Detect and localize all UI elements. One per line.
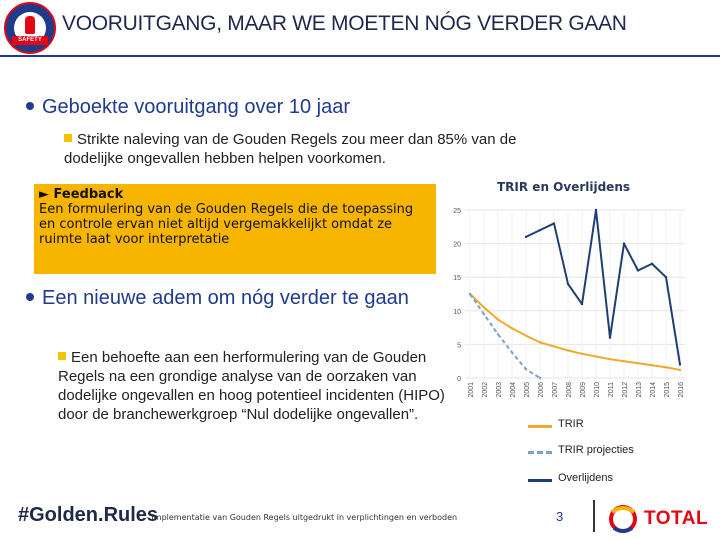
x-tick-label: 2016 [678, 382, 685, 398]
data-point-trir-projecties [510, 351, 514, 354]
data-point-trir-projecties [468, 292, 472, 296]
data-point-overlijdens [552, 222, 556, 225]
square-bullet-icon [64, 134, 72, 143]
x-tick-label: 2011 [608, 382, 615, 397]
data-point-trir [650, 364, 654, 367]
data-point-overlijdens [622, 242, 626, 245]
logo-band: SAFETY [12, 36, 48, 45]
y-tick-label: 15 [453, 275, 461, 282]
square-bullet-icon [58, 352, 66, 361]
x-tick-label: 2003 [496, 382, 503, 398]
data-point-overlijdens [678, 363, 682, 366]
chart-title: TRIR en Overlijdens [497, 180, 631, 194]
y-tick-label: 0 [457, 376, 461, 383]
legend-swatch-overlijdens [528, 479, 552, 482]
data-point-trir [538, 341, 542, 344]
data-point-trir [552, 345, 556, 348]
legend-label-overlijdens: Overlijdens [558, 472, 614, 484]
feedback-body: Een formulering van de Gouden Regels die… [39, 202, 414, 247]
data-point-trir-projecties [496, 333, 500, 336]
slide-header: SAFETY VOORUITGANG, MAAR WE MOETEN NÓG V… [0, 0, 720, 57]
legend-label-trir: TRIR [558, 418, 584, 430]
data-point-trir [608, 357, 612, 361]
series-line-trir [469, 293, 681, 371]
x-tick-label: 2012 [622, 382, 629, 398]
x-tick-label: 2008 [566, 382, 573, 398]
total-logo-icon [609, 505, 637, 533]
data-point-trir-projecties [538, 376, 542, 380]
data-point-trir [524, 334, 528, 337]
feedback-title: ► Feedback [39, 187, 124, 202]
data-point-overlijdens [608, 336, 612, 339]
sub-bullet-golden-rules-text: Strikte naleving van de Gouden Regels zo… [64, 131, 517, 167]
legend-label-trir-projecties: TRIR projecties [558, 444, 634, 456]
data-point-trir [622, 360, 626, 363]
series-line-trir-projecties [469, 293, 541, 379]
data-point-overlijdens [580, 302, 584, 306]
trir-chart: 0 5 10 15 20 25 2001 2002 2003 2004 2005 2006 2007 20… [453, 208, 685, 398]
data-point-overlijdens [594, 208, 598, 212]
bullet-new-breath: Een nieuwe adem om nóg verder te gaan [26, 286, 446, 311]
data-point-trir [510, 327, 514, 330]
data-point-overlijdens [524, 235, 528, 239]
data-point-trir-projecties [482, 312, 486, 316]
data-point-trir [580, 352, 584, 356]
data-point-overlijdens [650, 262, 654, 265]
data-point-overlijdens [538, 228, 542, 232]
data-point-trir [566, 349, 570, 352]
y-tick-label: 10 [453, 309, 461, 316]
x-tick-label: 2005 [524, 382, 531, 398]
y-tick-label: 20 [453, 242, 461, 249]
logo-figure-icon [25, 16, 35, 34]
data-point-trir-projecties [524, 368, 528, 371]
bullet-dot-icon [26, 292, 34, 301]
sub-bullet-reformulation-text: Een behoefte aan een herformulering van … [58, 349, 445, 423]
series-line-overlijdens [525, 209, 681, 365]
data-point-overlijdens [566, 282, 570, 286]
total-brand: TOTAL [644, 508, 709, 529]
data-point-trir [664, 366, 668, 369]
x-tick-label: 2009 [580, 382, 587, 398]
data-point-trir [636, 362, 640, 365]
footer-note: - Implementatie van Gouden Regels uitged… [146, 513, 458, 522]
y-tick-label: 25 [453, 208, 461, 215]
page-number: 3 [556, 509, 564, 524]
bullet-progress: Geboekte vooruitgang over 10 jaar [26, 96, 350, 119]
data-point-trir [678, 368, 682, 372]
data-point-trir [594, 355, 598, 358]
footer-hashtag: #Golden.Rules [18, 504, 159, 526]
feedback-box: ► Feedback Een formulering van de Gouden… [34, 184, 436, 274]
x-tick-label: 2007 [552, 382, 559, 398]
y-tick-label: 5 [457, 342, 461, 349]
x-tick-label: 2010 [594, 382, 601, 398]
bullet-new-breath-text: Een nieuwe adem om nóg verder te gaan [42, 287, 409, 309]
sub-bullet-golden-rules: Strikte naleving van de Gouden Regels zo… [64, 130, 564, 168]
x-tick-label: 2006 [538, 382, 545, 398]
x-tick-label: 2004 [510, 382, 517, 398]
bullet-progress-text: Geboekte vooruitgang over 10 jaar [42, 96, 350, 118]
x-tick-label: 2014 [650, 382, 657, 398]
header-divider [0, 55, 720, 57]
legend-swatch-trir [528, 425, 552, 428]
bullet-dot-icon [26, 101, 34, 110]
footer-divider [593, 500, 595, 532]
x-tick-label: 2013 [636, 382, 643, 398]
data-point-overlijdens [636, 269, 640, 272]
sub-bullet-reformulation: Een behoefte aan een herformulering van … [58, 348, 453, 424]
x-tick-label: 2002 [482, 382, 489, 398]
data-point-overlijdens [664, 276, 668, 279]
legend-swatch-trir-projecties [528, 451, 552, 454]
data-point-trir [496, 318, 500, 321]
slide-title: VOORUITGANG, MAAR WE MOETEN NÓG VERDER G… [62, 12, 627, 35]
safety-logo: SAFETY [4, 2, 56, 54]
x-tick-label: 2015 [664, 382, 671, 398]
x-tick-label: 2001 [468, 382, 475, 398]
data-point-trir [482, 306, 486, 309]
